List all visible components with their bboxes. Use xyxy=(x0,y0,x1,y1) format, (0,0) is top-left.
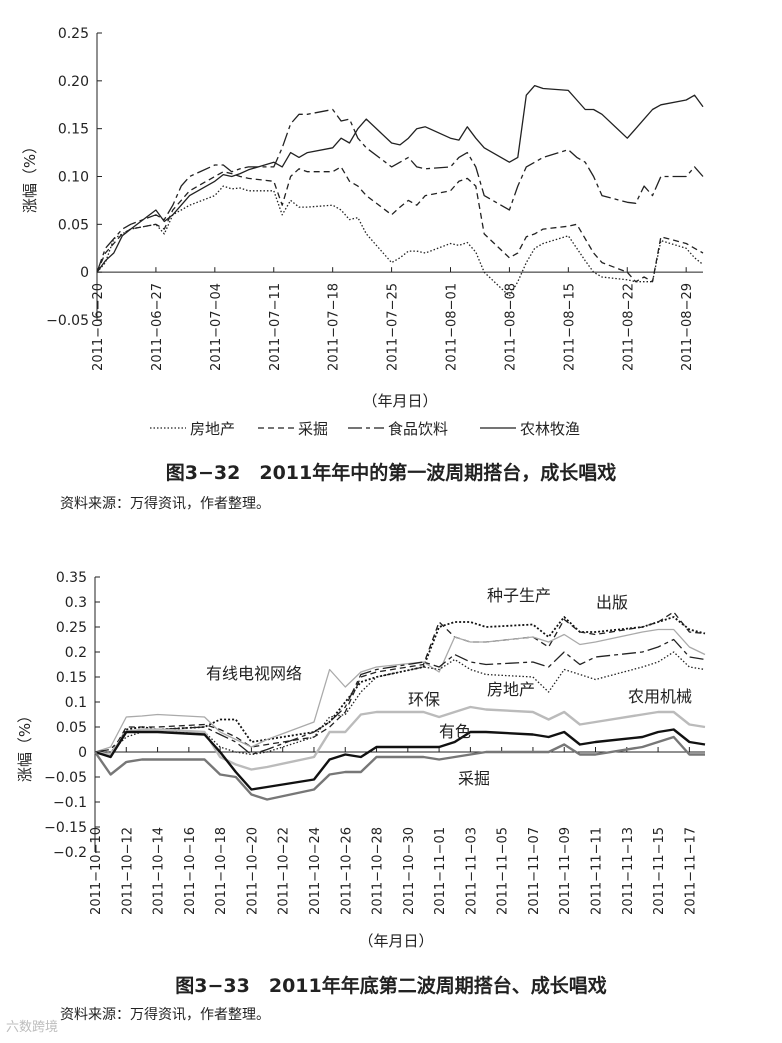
series-label: 房地产 xyxy=(487,680,535,699)
x-tick-label: 2011−11−01 xyxy=(433,827,448,915)
y-tick-label: 0.15 xyxy=(56,670,87,686)
series-line-2 xyxy=(94,611,706,756)
x-tick-label: 2011−10−18 xyxy=(214,827,229,915)
y-tick-label: −0.2 xyxy=(53,845,87,861)
x-tick-label: 2011−11−13 xyxy=(621,827,636,915)
x-tick-label: 2011−10−28 xyxy=(371,827,386,915)
chart-first-wave: 0.25 0.20 0.15 0.10 0.05 0 −0.05 2011−06−20 2011… xyxy=(21,26,704,438)
x-tick-label: 2011−07−11 xyxy=(268,283,283,371)
y-tick-label: 0.10 xyxy=(58,170,89,186)
y-tick-label: −0.15 xyxy=(44,820,87,836)
figure-caption-2: 图3−33 2011年年底第二波周期搭台、成长唱戏 xyxy=(175,975,607,997)
x-tick-label: 2011−08−01 xyxy=(445,283,460,371)
x-tick-label: 2011−11−03 xyxy=(464,827,479,915)
y-tick-label: −0.05 xyxy=(46,313,89,329)
series-line-2 xyxy=(96,166,704,283)
series-label: 种子生产 xyxy=(487,586,551,605)
series-line-8 xyxy=(94,735,705,801)
series-line-4 xyxy=(96,84,704,273)
x-tick-label: 2011−11−07 xyxy=(527,827,542,915)
series-line-3 xyxy=(96,108,704,273)
watermark-text: 六数跨境 xyxy=(6,1020,59,1035)
x-tick-label: 2011−10−30 xyxy=(402,827,417,915)
x-tick-label: 2011−11−09 xyxy=(558,827,573,915)
figure-source-2: 资料来源：万得资讯，作者整理。 xyxy=(60,1007,270,1023)
x-tick-label: 2011−10−22 xyxy=(277,827,292,915)
x-tick-label: 2011−10−12 xyxy=(120,827,135,915)
series-line-1 xyxy=(94,616,706,758)
series-line-7 xyxy=(94,728,706,791)
x-tick-label: 2011−08−08 xyxy=(503,283,518,371)
series-label: 农用机械 xyxy=(628,687,692,706)
series-line-4 xyxy=(94,638,706,756)
series-line-1 xyxy=(96,185,704,297)
x-tick-label: 2011−07−25 xyxy=(386,283,401,371)
y-tick-label: 0.05 xyxy=(56,720,87,736)
x-tick-label: 2011−10−20 xyxy=(245,827,260,915)
x-tick-label: 2011−07−04 xyxy=(209,283,224,371)
x-axis-label: （年月日） xyxy=(362,392,437,410)
y-tick-label: 0.25 xyxy=(58,26,89,42)
y-tick-label: 0.05 xyxy=(58,217,89,233)
figure-source-1: 资料来源：万得资讯，作者整理。 xyxy=(60,496,270,512)
series-line-3 xyxy=(94,628,706,753)
series-label: 环保 xyxy=(408,690,440,709)
y-tick-label: −0.05 xyxy=(44,770,87,786)
x-tick-label: 2011−10−16 xyxy=(183,827,198,915)
y-tick-label: 0.2 xyxy=(65,645,87,661)
x-tick-label: 2011−10−26 xyxy=(339,827,354,915)
y-axis-label: 涨幅（%） xyxy=(16,708,34,782)
x-tick-label: 2011−10−24 xyxy=(308,827,323,915)
y-tick-label: 0.3 xyxy=(65,595,87,611)
series-line-6 xyxy=(94,705,706,771)
x-tick-label: 2011−11−15 xyxy=(652,827,667,915)
series-label: 有线电视网络 xyxy=(206,664,302,683)
y-tick-label: 0.1 xyxy=(65,695,87,711)
x-tick-label: 2011−08−22 xyxy=(621,283,636,371)
x-tick-label: 2011−08−29 xyxy=(680,283,695,371)
y-tick-label: 0 xyxy=(80,265,89,281)
x-tick-label: 2011−11−05 xyxy=(496,827,511,915)
figure-caption-1: 图3−32 2011年年中的第一波周期搭台，成长唱戏 xyxy=(165,462,617,484)
chart-second-wave: 0.35 0.3 0.25 0.2 0.15 0.1 0.05 0 −0.05 −0.1 −0.15… xyxy=(16,570,706,950)
y-tick-label: 0.15 xyxy=(58,122,89,138)
legend-label: 房地产 xyxy=(190,420,235,438)
y-tick-label: −0.1 xyxy=(53,795,87,811)
y-tick-label: 0.20 xyxy=(58,74,89,90)
y-tick-label: 0.35 xyxy=(56,570,87,586)
legend-label: 食品饮料 xyxy=(388,420,448,438)
x-tick-label: 2011−11−11 xyxy=(590,827,605,915)
y-tick-label: 0.25 xyxy=(56,620,87,636)
series-label: 采掘 xyxy=(458,769,490,788)
legend-label: 农林牧渔 xyxy=(520,420,580,438)
x-tick-label: 2011−06−20 xyxy=(91,283,106,371)
series-label: 有色 xyxy=(439,722,471,741)
y-axis-label: 涨幅（%） xyxy=(21,139,39,213)
legend-label: 采掘 xyxy=(298,420,328,438)
x-tick-label: 2011−06−27 xyxy=(150,283,165,371)
y-tick-label: 0 xyxy=(78,745,87,761)
x-tick-label: 2011−07−18 xyxy=(327,283,342,371)
x-tick-label: 2011−08−15 xyxy=(562,283,577,371)
x-tick-label: 2011−11−17 xyxy=(683,827,698,915)
x-tick-label: 2011−10−10 xyxy=(89,827,104,915)
series-label: 出版 xyxy=(596,593,628,612)
x-tick-label: 2011−10−14 xyxy=(152,827,167,915)
x-axis-label: （年月日） xyxy=(358,932,433,950)
